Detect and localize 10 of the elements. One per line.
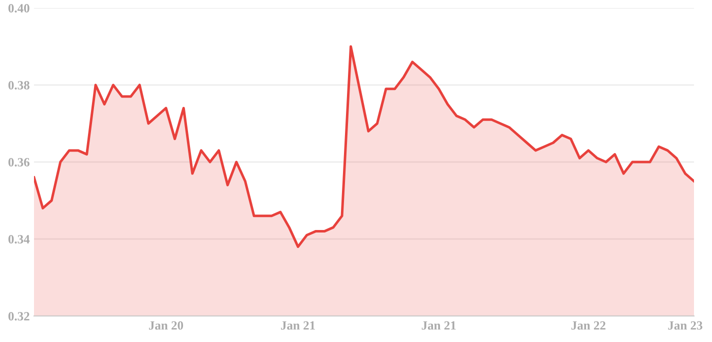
y-tick-label: 0.36 xyxy=(8,158,30,167)
y-tick-label: 0.38 xyxy=(8,81,30,90)
x-tick-label: Jan 23 xyxy=(668,321,702,330)
x-tick-label: Jan 20 xyxy=(149,321,184,330)
y-tick-label: 0.32 xyxy=(8,312,30,321)
y-tick-label: 0.40 xyxy=(8,4,30,13)
x-tick-label: Jan 21 xyxy=(422,321,456,330)
x-tick-label: Jan 21 xyxy=(281,321,315,330)
x-tick-label: Jan 22 xyxy=(571,321,606,330)
y-tick-label: 0.34 xyxy=(8,235,30,244)
